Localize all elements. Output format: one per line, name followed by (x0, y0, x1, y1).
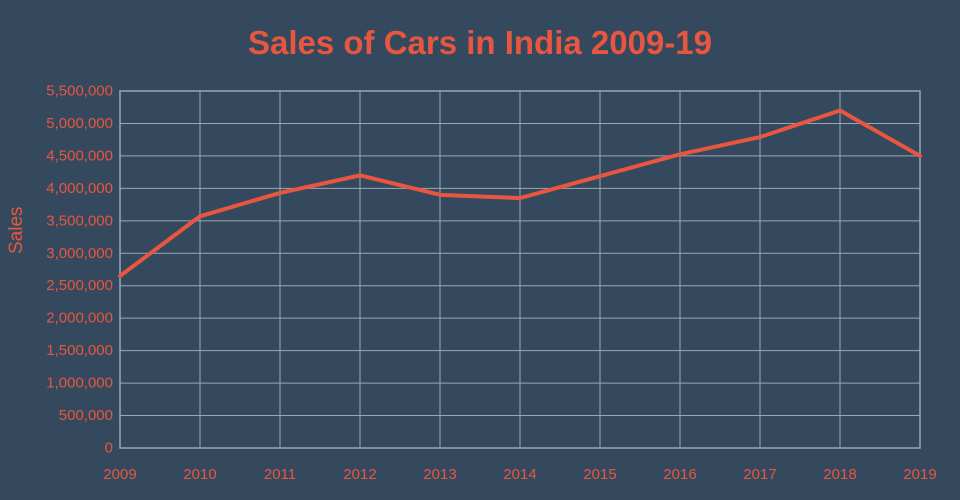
svg-text:4,000,000: 4,000,000 (46, 180, 113, 197)
svg-text:2018: 2018 (823, 466, 856, 483)
svg-text:2010: 2010 (183, 466, 216, 483)
svg-text:2,500,000: 2,500,000 (46, 277, 113, 294)
svg-text:2,000,000: 2,000,000 (46, 310, 113, 327)
svg-text:0: 0 (105, 440, 113, 457)
svg-text:4,500,000: 4,500,000 (46, 147, 113, 164)
svg-text:3,000,000: 3,000,000 (46, 245, 113, 262)
svg-text:2015: 2015 (583, 466, 616, 483)
svg-text:2019: 2019 (903, 466, 936, 483)
svg-text:2011: 2011 (264, 466, 296, 483)
svg-text:5,000,000: 5,000,000 (46, 115, 113, 132)
svg-text:500,000: 500,000 (59, 407, 113, 424)
svg-text:5,500,000: 5,500,000 (46, 83, 113, 100)
svg-text:2013: 2013 (423, 466, 456, 483)
svg-text:2012: 2012 (343, 466, 376, 483)
svg-text:1,500,000: 1,500,000 (46, 342, 113, 359)
svg-text:2009: 2009 (103, 466, 136, 483)
svg-text:1,000,000: 1,000,000 (46, 375, 113, 392)
svg-text:2016: 2016 (663, 466, 696, 483)
svg-text:2014: 2014 (503, 466, 536, 483)
svg-text:3,500,000: 3,500,000 (46, 212, 113, 229)
svg-text:2017: 2017 (743, 466, 776, 483)
